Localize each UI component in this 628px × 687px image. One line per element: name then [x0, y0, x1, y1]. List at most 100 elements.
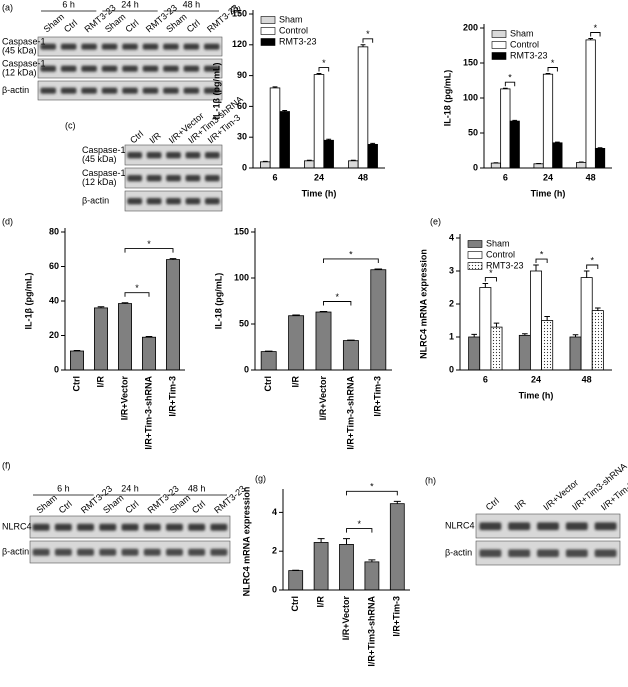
bar — [490, 326, 503, 371]
blot-band — [121, 523, 139, 531]
lane-label: Ctrl — [57, 499, 74, 516]
y-tick-label: 0 — [272, 584, 277, 594]
x-tick-label: I/R+Tim-3 — [392, 596, 402, 637]
x-tick-label: 6 — [483, 374, 488, 384]
significance-bracket — [547, 67, 558, 72]
y-tick-label: 100 — [234, 272, 249, 282]
significance-label: * — [349, 249, 353, 259]
blot-band — [81, 87, 97, 94]
row-label: β-actin — [2, 85, 29, 95]
error-bar — [583, 270, 590, 278]
error-bar — [588, 38, 594, 40]
y-tick-label: 2 — [272, 546, 277, 556]
blot-band — [60, 65, 77, 72]
blot-band — [99, 523, 117, 531]
blot-band — [185, 152, 201, 159]
row-label: NLRC4 — [2, 521, 32, 531]
blot-band — [204, 65, 220, 72]
x-tick-label: I/R — [290, 376, 300, 388]
blot-band — [77, 523, 94, 531]
blot-band — [60, 87, 77, 94]
row-label: (45 kDa) — [2, 45, 37, 55]
bar — [530, 270, 542, 371]
bar — [94, 307, 109, 371]
significance-label: * — [366, 29, 370, 39]
bar — [591, 310, 604, 371]
x-tick-label: I/R+Vector — [119, 376, 129, 421]
error-bar — [97, 306, 105, 308]
blot-band — [594, 522, 617, 531]
bar — [70, 350, 85, 371]
y-tick-label: 0 — [244, 364, 249, 374]
legend-swatch — [467, 251, 483, 259]
y-tick-label: 200 — [463, 22, 478, 32]
error-bar — [502, 87, 508, 89]
group-label: 6 h — [57, 483, 70, 493]
x-tick-label: Ctrl — [71, 376, 81, 392]
significance-bracket — [590, 32, 601, 37]
bar — [594, 147, 606, 169]
lane-label: I/R — [513, 497, 529, 512]
panel-label: (e) — [430, 216, 441, 226]
blot-band — [60, 43, 77, 50]
panel-label: (f) — [2, 460, 11, 470]
x-tick-label: I/R+Tim-3 — [167, 376, 177, 417]
blot-band — [54, 523, 72, 531]
bar — [569, 336, 582, 371]
blot-band — [77, 548, 94, 556]
significance-bracket — [504, 81, 516, 87]
x-tick-label: Ctrl — [263, 376, 273, 392]
panel-label: (d) — [2, 216, 13, 226]
blot-band — [565, 549, 588, 558]
significance-label: * — [135, 283, 139, 293]
y-tick-label: 0 — [54, 364, 59, 374]
x-tick-label: 24 — [314, 172, 324, 182]
error-bar — [493, 322, 500, 328]
blot-band — [163, 87, 179, 94]
bar — [118, 303, 133, 371]
blot-band — [127, 175, 143, 182]
significance-label: * — [335, 292, 339, 302]
significance-label: * — [540, 249, 544, 259]
blot-band — [204, 43, 220, 50]
bar — [509, 120, 520, 169]
blot-band — [204, 87, 220, 94]
blot-band — [185, 198, 201, 205]
blot-band — [142, 87, 159, 94]
y-axis-label: IL-18 (pg/mL) — [442, 70, 452, 127]
blot-band — [188, 523, 206, 531]
legend-swatch — [260, 16, 276, 24]
y-tick-label: 60 — [49, 261, 59, 271]
y-tick-label: 20 — [49, 330, 59, 340]
blot-band — [166, 548, 183, 556]
bar — [533, 163, 544, 169]
error-bar — [319, 310, 328, 313]
significance-bracket — [318, 67, 330, 72]
error-bar — [572, 334, 579, 337]
legend-label: RMT3-23 — [279, 36, 317, 46]
bar — [370, 269, 387, 371]
row-label: β-actin — [2, 546, 29, 556]
blot-band — [166, 152, 181, 159]
error-bar — [544, 316, 550, 321]
legend-swatch — [467, 262, 483, 270]
blot-band — [204, 198, 220, 205]
error-bar — [169, 258, 177, 260]
bar — [348, 160, 359, 169]
bar — [576, 161, 587, 169]
blot-band — [204, 152, 220, 159]
blot-band — [127, 198, 143, 205]
bar — [141, 336, 156, 371]
legend-label: Control — [279, 25, 308, 35]
bar — [490, 162, 502, 169]
blot-band — [81, 43, 97, 50]
blot-band — [101, 87, 118, 94]
panel-label: (h) — [425, 475, 436, 485]
row-label: Caspase-1 — [82, 145, 126, 155]
panel-label: (g) — [255, 473, 266, 483]
error-bar — [262, 160, 268, 162]
bar — [288, 315, 305, 371]
blot-band — [127, 152, 143, 159]
bar — [269, 87, 281, 169]
y-tick-label: 30 — [237, 132, 247, 142]
